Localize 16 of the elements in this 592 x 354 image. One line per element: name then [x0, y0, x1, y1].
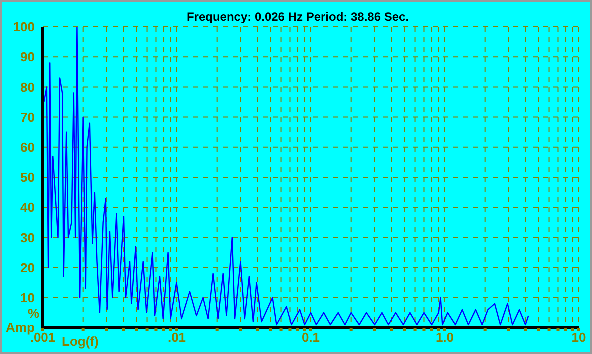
- x-tick-label: .01: [168, 330, 186, 346]
- y-tick-label: 10: [20, 290, 35, 306]
- x-tick-label: 0.1: [302, 330, 320, 346]
- y-tick-label: 30: [20, 230, 35, 246]
- y-tick-label: 50: [20, 170, 35, 186]
- y-tick-label: 60: [20, 140, 35, 156]
- x-tick-label: 1.0: [436, 330, 454, 346]
- y-tick-label: 100: [13, 20, 35, 35]
- y-tick-label: 20: [20, 260, 35, 276]
- x-axis-title: Log(f): [62, 334, 99, 349]
- y-tick-label: 80: [20, 80, 35, 95]
- chart-title: Frequency: 0.026 Hz Period: 38.86 Sec.: [186, 10, 410, 24]
- y-tick-label: 40: [20, 200, 35, 216]
- y-tick-label: 70: [20, 110, 35, 125]
- y-tick-label: 90: [20, 50, 35, 65]
- x-tick-label: 10: [572, 330, 586, 346]
